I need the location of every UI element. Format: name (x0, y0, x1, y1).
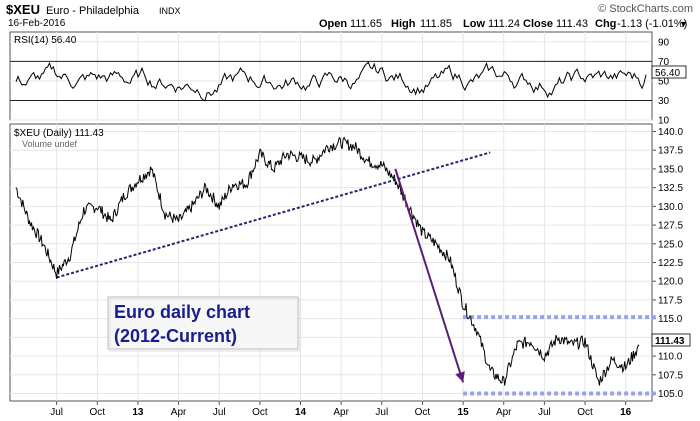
x-tick-label: Jul (50, 407, 63, 418)
x-tick-label: 14 (295, 407, 307, 418)
instrument-name: Euro - Philadelphia (46, 5, 140, 17)
price-last-value: 111.43 (655, 336, 685, 347)
rsi-last-value-badge: 56.40 (651, 65, 687, 79)
y-tick-label: 132.5 (658, 183, 683, 194)
y-tick-label: 105.0 (658, 389, 683, 400)
x-tick-label: 13 (132, 407, 144, 418)
rsi-y-tick-label: 70 (658, 57, 670, 68)
x-tick-label: Jul (538, 407, 551, 418)
low-label: Low (463, 18, 485, 30)
x-tick-label: Apr (496, 407, 512, 418)
x-tick-label: Oct (577, 407, 593, 418)
rsi-y-tick-label: 10 (658, 116, 670, 127)
y-tick-label: 135.0 (658, 164, 683, 175)
x-tick-label: Jul (375, 407, 388, 418)
open-value: 111.65 (350, 18, 382, 30)
down-arrow-icon: ▼ (679, 19, 688, 29)
y-tick-label: 120.0 (658, 277, 683, 288)
symbol-label: $XEU (6, 2, 40, 17)
chg-label: Chg (595, 18, 616, 30)
y-tick-label: 125.0 (658, 239, 683, 250)
y-tick-label: 140.0 (658, 127, 683, 138)
uptrend-line (56, 151, 491, 279)
y-tick-label: 122.5 (658, 258, 683, 269)
rsi-y-tick-label: 50 (658, 76, 670, 87)
y-tick-label: 130.0 (658, 202, 683, 213)
y-tick-label: 137.5 (658, 146, 683, 157)
chg-value: -1.13 (-1.01%) (617, 18, 687, 30)
rsi-legend: RSI(14) 56.40 (14, 35, 77, 46)
rsi-last-value: 56.40 (655, 68, 680, 79)
y-tick-label: 107.5 (658, 370, 683, 381)
x-tick-label: 15 (458, 407, 470, 418)
high-label: High (391, 18, 416, 30)
annotation-title: Euro daily chart (114, 302, 250, 322)
rsi-y-tick-label: 30 (658, 96, 670, 107)
x-tick-label: Oct (90, 407, 106, 418)
x-tick-label: 16 (620, 407, 632, 418)
downtrend-arrow (394, 168, 465, 383)
volume-legend: Volume undef (22, 139, 78, 149)
price-last-value-badge: 111.43 (651, 333, 691, 347)
date-x-axis: Jul Oct 13 Apr Jul Oct 14 Apr Jul Oct 15 Apr Jul Oct 1… (50, 401, 632, 418)
copyright-label: © StockCharts.com (598, 3, 693, 15)
price-line (15, 136, 640, 386)
arrow-head (455, 371, 465, 383)
x-tick-label: Oct (415, 407, 431, 418)
exchange-label: INDX (159, 6, 181, 16)
y-tick-label: 110.0 (658, 352, 683, 363)
x-tick-label: Apr (171, 407, 187, 418)
date-label: 16-Feb-2016 (8, 18, 66, 29)
x-tick-label: Jul (213, 407, 226, 418)
x-tick-label: Apr (333, 407, 349, 418)
annotation-box: Euro daily chart (2012-Current) (107, 296, 301, 352)
y-tick-label: 127.5 (658, 221, 683, 232)
open-label: Open (319, 18, 347, 30)
ohlc-summary: Open 111.65 High 111.85 Low 111.24 Close… (319, 18, 688, 30)
price-y-axis: 140.0 137.5 135.0 132.5 130.0 127.5 125.0 122.5… (652, 127, 683, 400)
arrow-shaft (394, 168, 465, 383)
rsi-panel-frame (9, 31, 653, 121)
price-legend: $XEU (Daily) 111.43 (14, 128, 104, 139)
rsi-grid (10, 32, 652, 121)
close-value: 111.43 (556, 18, 588, 30)
low-value: 111.24 (488, 18, 520, 30)
high-value: 111.85 (420, 18, 452, 30)
rsi-line (15, 61, 647, 102)
annotation-subtitle: (2012-Current) (114, 326, 237, 346)
x-tick-label: Oct (252, 407, 268, 418)
rsi-y-tick-label: 90 (658, 37, 670, 48)
y-tick-label: 117.5 (658, 295, 683, 306)
rsi-y-axis: 90 70 50 30 10 (658, 37, 670, 126)
y-tick-label: 115.0 (658, 314, 683, 325)
close-label: Close (523, 18, 553, 30)
